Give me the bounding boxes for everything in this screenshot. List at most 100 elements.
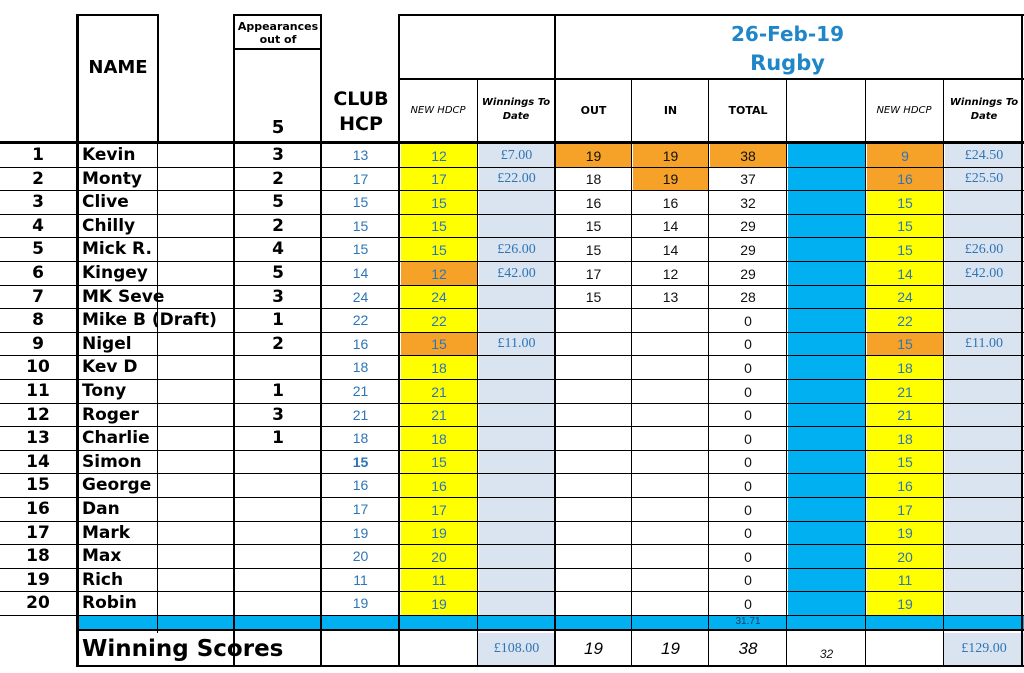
new-hdcp-2: 15 [867,333,943,355]
score-in [633,522,708,544]
new-hdcp-2: 15 [867,191,943,214]
score-total: 0 [744,407,752,423]
cyan-marker [788,286,865,308]
cyan-marker [788,309,865,332]
average-total: 31.71 [735,615,761,627]
appearances-count [235,521,321,544]
new-hdcp-2: 14 [867,262,943,285]
score-total: 0 [744,430,752,447]
appearances-count: 3 [272,286,284,307]
grid-vline [157,141,158,633]
winnings-to-date-2 [945,474,1023,497]
winnings-to-date: £7.00 [479,144,554,167]
row-index: 17 [26,522,50,543]
winnings-to-date [479,451,554,473]
footer-extra: 32 [819,647,834,661]
row-index: 12 [26,404,50,425]
grid-vline [554,14,556,665]
appearances-count [235,355,321,379]
row-index: 13 [26,428,50,448]
winnings-to-date [479,498,554,521]
cyan-marker [788,427,865,450]
winnings-to-date [479,356,554,379]
cyan-marker [788,356,865,379]
appearances-count [235,544,321,568]
appearances-count: 3 [272,404,284,425]
score-out [556,380,631,403]
appearances-count [235,497,321,521]
winnings-to-date [479,309,554,332]
player-name: Robin [82,593,137,613]
score-total: 0 [744,477,752,494]
grid-hline [0,355,1024,356]
cyan-marker [788,144,865,167]
winnings-to-date-2: £25.50 [945,168,1023,190]
winnings-to-date [479,545,554,568]
winnings-to-date-2 [945,356,1023,379]
winnings-to-date-2: £11.00 [945,333,1023,355]
row-index: 15 [26,475,50,495]
winnings-to-date-2 [945,451,1023,473]
cyan-marker [788,569,865,591]
club-hcp: 24 [352,288,369,305]
player-name: Mick R. [82,239,152,259]
winnings-to-date-2 [945,592,1023,615]
score-out: 19 [556,144,631,167]
club-hcp: 15 [352,217,369,234]
score-in: 19 [633,168,708,190]
grid-hline [398,14,1024,16]
score-total: 29 [740,218,756,234]
player-name: Monty [82,168,142,189]
score-total: 0 [744,501,752,518]
winnings-to-date [479,592,554,615]
row-index: 14 [26,451,50,472]
cyan-marker [788,451,865,473]
grid-vline [398,14,400,665]
score-in [633,427,708,450]
winnings-to-date-2 [945,498,1023,521]
winnings-to-date-2 [945,191,1023,214]
club-hcp: 18 [352,359,369,375]
score-total: 0 [744,454,752,470]
grid-vline [865,78,866,665]
score-out [556,545,631,568]
score-out [556,569,631,591]
grid-vline [477,78,478,665]
cyan-marker [788,333,865,355]
club-hcp: 11 [353,571,368,588]
row-index: 11 [26,381,50,401]
new-hdcp: 16 [401,474,477,497]
new-hdcp-2: 24 [867,286,943,308]
club-hcp: 17 [352,170,369,187]
score-total: 37 [740,171,756,187]
grid-hline [78,14,158,16]
score-out [556,592,631,615]
club-hcp: 15 [352,453,369,470]
appearances-count [235,568,321,591]
row-index: 19 [26,569,50,590]
footer-in: 19 [661,639,680,658]
club-hcp-header: CLUB HCP [333,88,389,135]
new-hdcp: 12 [401,144,477,167]
grid-hline [398,78,1024,80]
player-name: Dan [82,499,120,519]
player-name: Mark [82,522,131,543]
new-hdcp: 18 [401,356,477,379]
new-hdcp: 17 [401,498,477,521]
appearances-count: 2 [272,215,284,236]
cyan-marker [788,474,865,497]
winnings-to-date-2 [945,404,1023,426]
score-out [556,309,631,332]
row-index: 8 [32,310,44,330]
club-hcp: 13 [352,147,369,163]
winnings-to-date [479,380,554,403]
winnings-header: Winnings To Date [481,97,551,122]
grid-vline [1021,14,1023,665]
new-hdcp-2: 16 [867,168,943,190]
row-index: 20 [26,593,50,613]
new-hdcp-2: 19 [867,522,943,544]
grid-hline [0,214,1024,215]
winnings-to-date [479,427,554,450]
score-in [633,356,708,379]
new-hdcp-2: 22 [867,309,943,332]
